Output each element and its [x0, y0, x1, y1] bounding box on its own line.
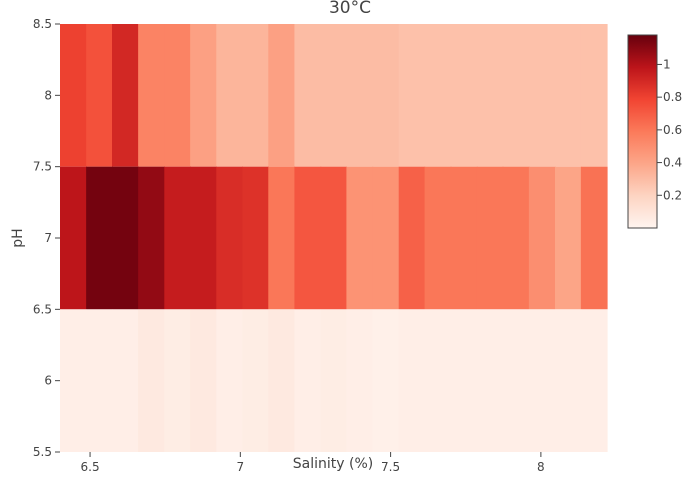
heatmap-cell	[346, 24, 374, 167]
y-tick-label: 8.5	[33, 17, 52, 31]
heatmap-cell	[555, 24, 582, 167]
heatmap-cell	[555, 166, 582, 310]
y-tick-label: 6.5	[33, 302, 52, 316]
x-tick-label: 7.5	[381, 460, 400, 474]
y-tick-label: 8	[44, 88, 52, 102]
x-axis: 6.5 7 7.5 8	[81, 452, 545, 474]
colorbar-tick-label: 0.4	[663, 156, 682, 170]
heatmap-cell	[60, 166, 87, 310]
heatmap-cell	[320, 309, 348, 452]
heatmap-cell	[502, 166, 530, 310]
heatmap-cell	[476, 309, 504, 452]
x-axis-label: Salinity (%)	[293, 456, 373, 472]
heatmap-cell	[294, 24, 322, 167]
heatmap-cell	[60, 24, 87, 167]
heatmap-cell	[476, 24, 504, 167]
heatmap-cell	[346, 309, 374, 452]
heatmap-cell	[502, 24, 530, 167]
y-tick-label: 7.5	[33, 160, 52, 174]
heatmap-cell	[372, 24, 400, 167]
heatmap-cell	[164, 24, 191, 167]
colorbar-gradient	[627, 34, 658, 229]
heatmap-cell	[216, 166, 244, 310]
heatmap-cell	[424, 309, 452, 452]
heatmap-cell	[320, 166, 348, 310]
heatmap-cell	[216, 309, 244, 452]
x-tick-label: 8	[537, 460, 545, 474]
heatmap-cell	[424, 24, 452, 167]
colorbar-tick-label: 0.8	[663, 90, 682, 104]
y-tick-label: 7	[44, 231, 52, 245]
heatmap-cell	[268, 309, 296, 452]
heatmap-cell	[112, 24, 139, 167]
heatmap-cell	[86, 309, 113, 452]
heatmap-cell	[528, 166, 556, 310]
x-tick-label: 7	[237, 460, 245, 474]
heatmap-cell	[112, 309, 139, 452]
heatmap-cell	[450, 166, 478, 310]
heatmap-cell	[60, 309, 87, 452]
heatmap-cell	[372, 309, 400, 452]
heatmap-cell	[398, 24, 426, 167]
x-tick-label: 6.5	[81, 460, 100, 474]
colorbar: 0.2 0.4 0.6 0.8 1	[627, 34, 682, 229]
heatmap-cells	[60, 24, 608, 452]
heatmap-cell	[424, 166, 452, 310]
heatmap-cell	[138, 309, 165, 452]
heatmap-cell	[580, 309, 608, 452]
heatmap-cell	[476, 166, 504, 310]
colorbar-tick-label: 0.2	[663, 188, 682, 202]
heatmap-cell	[86, 166, 113, 310]
heatmap-cell	[580, 24, 608, 167]
heatmap-cell	[528, 24, 556, 167]
heatmap-cell	[294, 309, 322, 452]
heatmap-cell	[190, 309, 217, 452]
heatmap-cell	[268, 166, 296, 310]
heatmap-cell	[398, 166, 426, 310]
heatmap-cell	[555, 309, 582, 452]
heatmap-cell	[450, 24, 478, 167]
heatmap-cell	[268, 24, 296, 167]
colorbar-tick-label: 0.6	[663, 123, 682, 137]
heatmap-cell	[528, 309, 556, 452]
heatmap-cell	[164, 309, 191, 452]
heatmap-cell	[398, 309, 426, 452]
heatmap-cell	[112, 166, 139, 310]
heatmap-cell	[294, 166, 322, 310]
heatmap-cell	[346, 166, 374, 310]
heatmap-cell	[86, 24, 113, 167]
heatmap-cell	[138, 24, 165, 167]
y-tick-label: 5.5	[33, 445, 52, 459]
heatmap-cell	[138, 166, 165, 310]
heatmap-cell	[580, 166, 608, 310]
chart-title: 30°C	[329, 0, 371, 18]
heatmap-cell	[372, 166, 400, 310]
heatmap-cell	[164, 166, 191, 310]
y-tick-label: 6	[44, 374, 52, 388]
heatmap-cell	[450, 309, 478, 452]
colorbar-tick-label: 1	[663, 57, 671, 71]
heatmap-cell	[242, 166, 269, 310]
heatmap-cell	[190, 24, 217, 167]
y-axis-label: pH	[10, 228, 26, 247]
heatmap-cell	[216, 24, 244, 167]
y-axis: 5.5 6 6.5 7 7.5 8 8.5	[33, 17, 60, 459]
heatmap-cell	[502, 309, 530, 452]
heatmap-cell	[190, 166, 217, 310]
heatmap-cell	[242, 24, 269, 167]
heatmap-cell	[320, 24, 348, 167]
heatmap-cell	[242, 309, 269, 452]
